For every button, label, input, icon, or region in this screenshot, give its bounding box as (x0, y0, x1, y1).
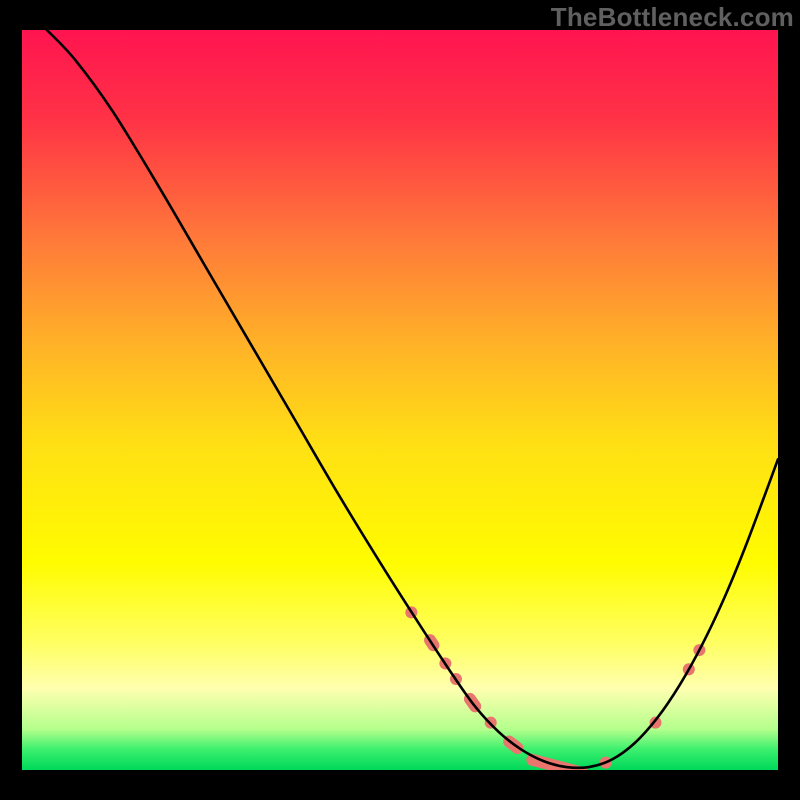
chart-svg (22, 30, 778, 770)
chart-plot-area (22, 30, 778, 770)
frame-bottom (0, 770, 800, 800)
chart-background (22, 30, 778, 770)
frame-left (0, 0, 22, 800)
frame-right (778, 0, 800, 800)
watermark-text: TheBottleneck.com (551, 2, 794, 33)
